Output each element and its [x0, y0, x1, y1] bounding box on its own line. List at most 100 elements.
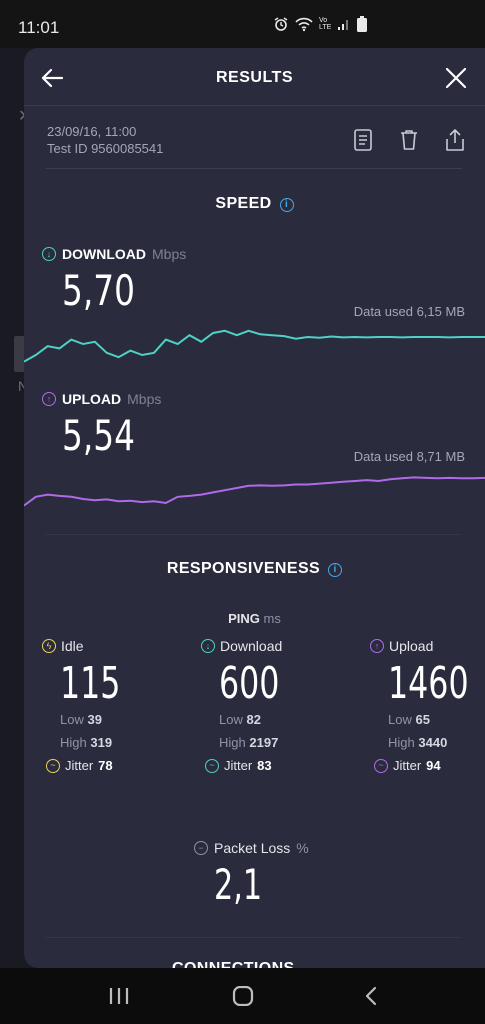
packet-loss-icon: − — [194, 841, 208, 855]
ping-column-download: ↓ Download 600 Low 82 High 2197 ~ Jitter… — [201, 638, 341, 773]
idle-jitter: ~ Jitter 78 — [46, 758, 182, 773]
volte-icon: Vo LTE — [319, 17, 332, 31]
upload-label: ↑ UPLOAD Mbps — [42, 391, 161, 407]
download-jitter: ~ Jitter 83 — [205, 758, 341, 773]
download-jitter-label: Jitter — [224, 758, 253, 773]
packet-loss-head: − Packet Loss % — [194, 840, 309, 856]
jitter-wave-icon: ~ — [374, 758, 388, 773]
upload-arrow-icon: ↑ — [42, 392, 56, 406]
top-bar: RESULTS — [24, 48, 485, 106]
download-low-label: Low — [219, 712, 243, 727]
arrow-down-icon: ↓ — [201, 639, 215, 653]
upload-data-used: Data used 8,71 MB — [353, 449, 465, 464]
upload-jitter: ~ Jitter 94 — [374, 758, 480, 773]
download-label-text: DOWNLOAD — [62, 246, 146, 262]
alarm-icon — [274, 17, 288, 31]
home-icon[interactable] — [232, 986, 254, 1006]
idle-high: High 319 — [60, 735, 182, 750]
jitter-wave-icon: ~ — [205, 758, 219, 773]
download-ping-head: ↓ Download — [201, 638, 341, 654]
wifi-icon — [295, 17, 313, 32]
responsiveness-divider — [46, 937, 462, 938]
battery-icon — [357, 16, 367, 32]
idle-head: ϟ Idle — [42, 638, 182, 654]
upload-ping-label: Upload — [389, 638, 434, 654]
idle-low-value: 39 — [87, 712, 102, 727]
download-value: 5,70 — [62, 266, 135, 315]
download-ping-high: High 2197 — [219, 735, 341, 750]
background-text: N — [18, 378, 28, 394]
download-high-value: 2197 — [249, 735, 279, 750]
speed-section-title: SPEED i — [24, 195, 485, 213]
download-chart — [24, 329, 485, 363]
speed-info-icon[interactable]: i — [279, 198, 294, 212]
back-arrow-icon[interactable] — [38, 64, 66, 92]
connections-section-title: CONNECTIONS — [172, 960, 295, 968]
download-unit: Mbps — [152, 246, 187, 262]
test-id: Test ID 9560085541 — [47, 141, 164, 156]
idle-high-value: 319 — [90, 735, 113, 750]
ping-label: PING — [228, 611, 260, 626]
upload-ping-high: High 3440 — [388, 735, 480, 750]
packet-loss-value: 2,1 — [214, 860, 263, 909]
idle-low: Low 39 — [60, 712, 182, 727]
upload-jitter-value: 94 — [426, 758, 441, 773]
upload-low-label: Low — [388, 712, 412, 727]
results-panel: RESULTS 23/09/16, 11:00 Test ID 95600855… — [24, 48, 485, 968]
idle-ping-value: 115 — [60, 658, 121, 709]
meta-divider — [46, 168, 462, 169]
download-high-label: High — [219, 735, 246, 750]
upload-high-label: High — [388, 735, 415, 750]
upload-ping-value: 1460 — [388, 658, 469, 709]
idle-jitter-value: 78 — [98, 758, 113, 773]
status-time: 11:01 — [18, 18, 60, 37]
speed-title-text: SPEED — [215, 195, 272, 212]
download-arrow-icon: ↓ — [42, 247, 56, 261]
download-ping-low: Low 82 — [219, 712, 341, 727]
status-bar: 11:01 Vo LTE — [0, 0, 485, 48]
idle-label: Idle — [61, 638, 84, 654]
upload-value: 5,54 — [62, 411, 135, 460]
responsiveness-title-text: RESPONSIVENESS — [166, 560, 321, 577]
test-date: 23/09/16, 11:00 — [47, 124, 137, 139]
packet-loss-label: Packet Loss — [214, 840, 291, 856]
upload-unit: Mbps — [127, 391, 162, 407]
upload-ping-low: Low 65 — [388, 712, 480, 727]
page-title: RESULTS — [216, 69, 293, 86]
status-icons: Vo LTE — [273, 16, 367, 32]
ping-title: PING ms — [24, 611, 485, 626]
upload-high-value: 3440 — [418, 735, 448, 750]
navigation-bar — [0, 968, 485, 1024]
ping-unit: ms — [263, 611, 281, 626]
idle-jitter-label: Jitter — [65, 758, 94, 773]
download-ping-value: 600 — [219, 658, 280, 709]
trash-icon[interactable] — [398, 128, 420, 152]
close-icon[interactable] — [443, 65, 469, 91]
packet-loss-unit: % — [296, 840, 309, 856]
ping-column-upload: ↑ Upload 1460 Low 65 High 3440 ~ Jitter 9… — [370, 638, 480, 773]
bolt-icon: ϟ — [42, 639, 56, 653]
share-icon[interactable] — [444, 128, 466, 152]
upload-chart — [24, 476, 485, 507]
jitter-wave-icon: ~ — [46, 758, 60, 773]
upload-label-text: UPLOAD — [62, 391, 122, 407]
nav-back-icon[interactable] — [360, 986, 382, 1006]
idle-low-label: Low — [60, 712, 84, 727]
speed-divider — [46, 534, 462, 535]
download-data-used: Data used 6,15 MB — [353, 304, 465, 319]
upload-ping-head: ↑ Upload — [370, 638, 480, 654]
recent-apps-icon[interactable] — [108, 986, 130, 1006]
upload-series-line — [24, 476, 485, 507]
download-label: ↓ DOWNLOAD Mbps — [42, 246, 186, 262]
arrow-up-icon: ↑ — [370, 639, 384, 653]
document-icon[interactable] — [352, 128, 374, 152]
download-low-value: 82 — [246, 712, 261, 727]
upload-low-value: 65 — [415, 712, 430, 727]
responsiveness-info-icon[interactable]: i — [328, 563, 343, 577]
upload-jitter-label: Jitter — [393, 758, 422, 773]
idle-high-label: High — [60, 735, 87, 750]
download-series-line — [24, 329, 485, 363]
ping-column-idle: ϟ Idle 115 Low 39 High 319 ~ Jitter 78 — [42, 638, 182, 773]
responsiveness-section-title: RESPONSIVENESS i — [24, 560, 485, 578]
download-jitter-value: 83 — [257, 758, 272, 773]
